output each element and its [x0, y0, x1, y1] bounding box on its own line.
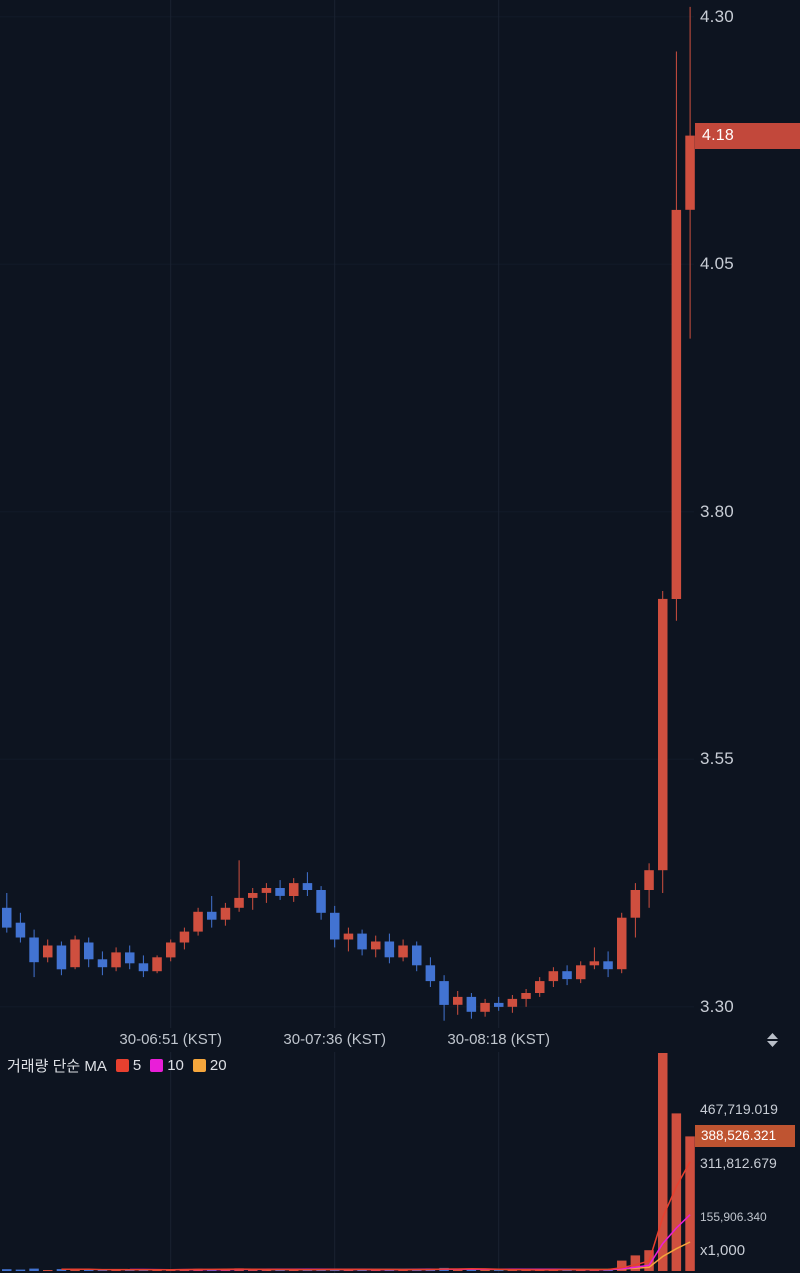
- volume-ma5-legend-item[interactable]: 5: [115, 1057, 142, 1074]
- ma20-period-label: 20: [209, 1057, 227, 1074]
- volume-chart[interactable]: [0, 1052, 800, 1273]
- ma10-period-label: 10: [167, 1057, 184, 1074]
- time-tick-label: 30-08:18 (KST): [447, 1031, 550, 1048]
- price-candlestick-chart[interactable]: [0, 0, 800, 1028]
- volume-ma20-legend-item[interactable]: 20: [192, 1057, 227, 1074]
- volume-ma-legend: 거래량 단순 MA 5 10 20: [7, 1055, 236, 1076]
- ma5-color-swatch: [115, 1059, 129, 1072]
- volume-ma10-legend-item[interactable]: 10: [150, 1057, 184, 1074]
- time-tick-label: 30-07:36 (KST): [283, 1031, 386, 1048]
- volume-legend-title: 거래량 단순 MA: [7, 1058, 107, 1075]
- time-tick-label: 30-06:51 (KST): [119, 1031, 222, 1048]
- ma5-period-label: 5: [132, 1057, 142, 1074]
- time-axis[interactable]: 30-06:51 (KST) 30-07:36 (KST) 30-08:18 (…: [0, 1028, 800, 1052]
- price-scale-toggle-icon[interactable]: [765, 1032, 780, 1048]
- ma20-color-swatch: [192, 1059, 206, 1072]
- ma10-color-swatch: [150, 1059, 164, 1072]
